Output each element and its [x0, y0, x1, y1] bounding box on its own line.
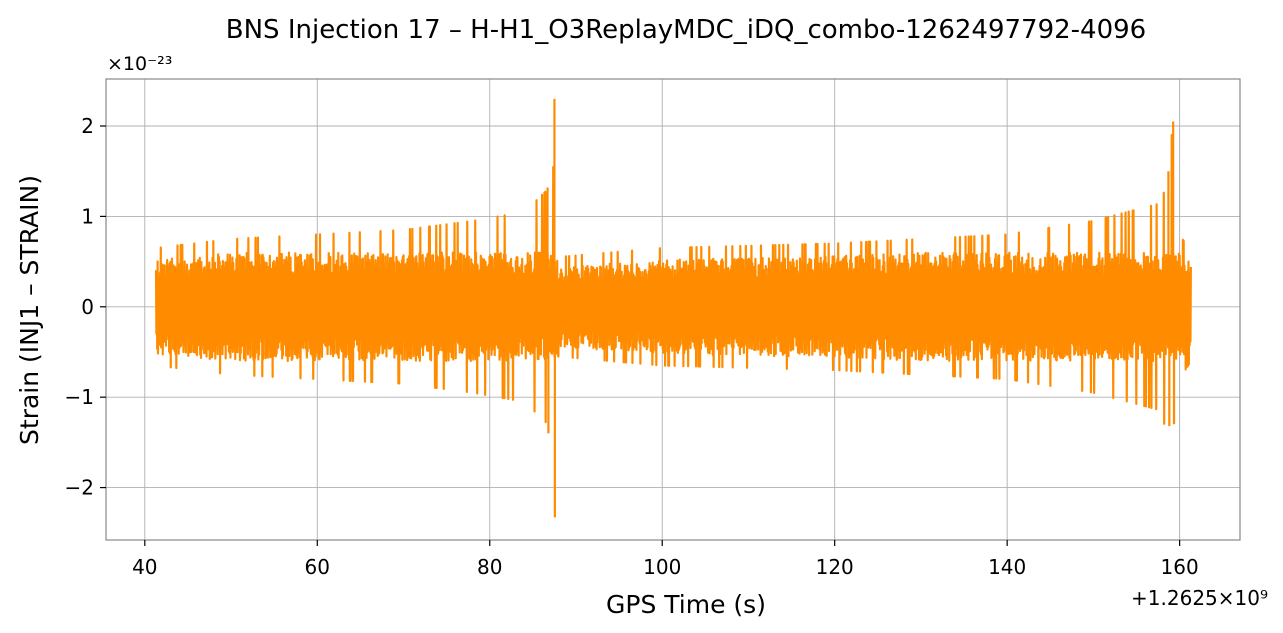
- y-axis-label: Strain (INJ1 – STRAIN): [15, 175, 44, 445]
- strain-line: [154, 98, 1192, 518]
- x-tick-label: 140: [988, 555, 1026, 579]
- chart-title: BNS Injection 17 – H-H1_O3ReplayMDC_iDQ_…: [226, 15, 1146, 45]
- x-tick-label: 100: [643, 555, 681, 579]
- x-offset-label: +1.2625×10⁹: [1131, 586, 1268, 610]
- x-tick-label: 160: [1161, 555, 1199, 579]
- x-tick-label: 80: [477, 555, 502, 579]
- plot-frame: [105, 78, 1241, 541]
- x-tick-label: 40: [132, 555, 157, 579]
- y-scale-multiplier: ×10⁻²³: [107, 53, 172, 75]
- y-axis-ticks: −2 −1 0 1 2: [65, 114, 106, 500]
- x-axis-label: GPS Time (s): [606, 590, 766, 619]
- y-tick-label: −1: [65, 385, 94, 409]
- y-tick-label: 2: [81, 114, 94, 138]
- x-axis-ticks: 40 60 80 100 120 140 160: [132, 540, 1199, 579]
- y-tick-label: 1: [81, 204, 94, 228]
- y-tick-label: −2: [65, 476, 94, 500]
- x-tick-label: 60: [305, 555, 330, 579]
- strain-signal-series: [154, 98, 1192, 518]
- x-tick-label: 120: [816, 555, 854, 579]
- y-tick-label: 0: [81, 295, 94, 319]
